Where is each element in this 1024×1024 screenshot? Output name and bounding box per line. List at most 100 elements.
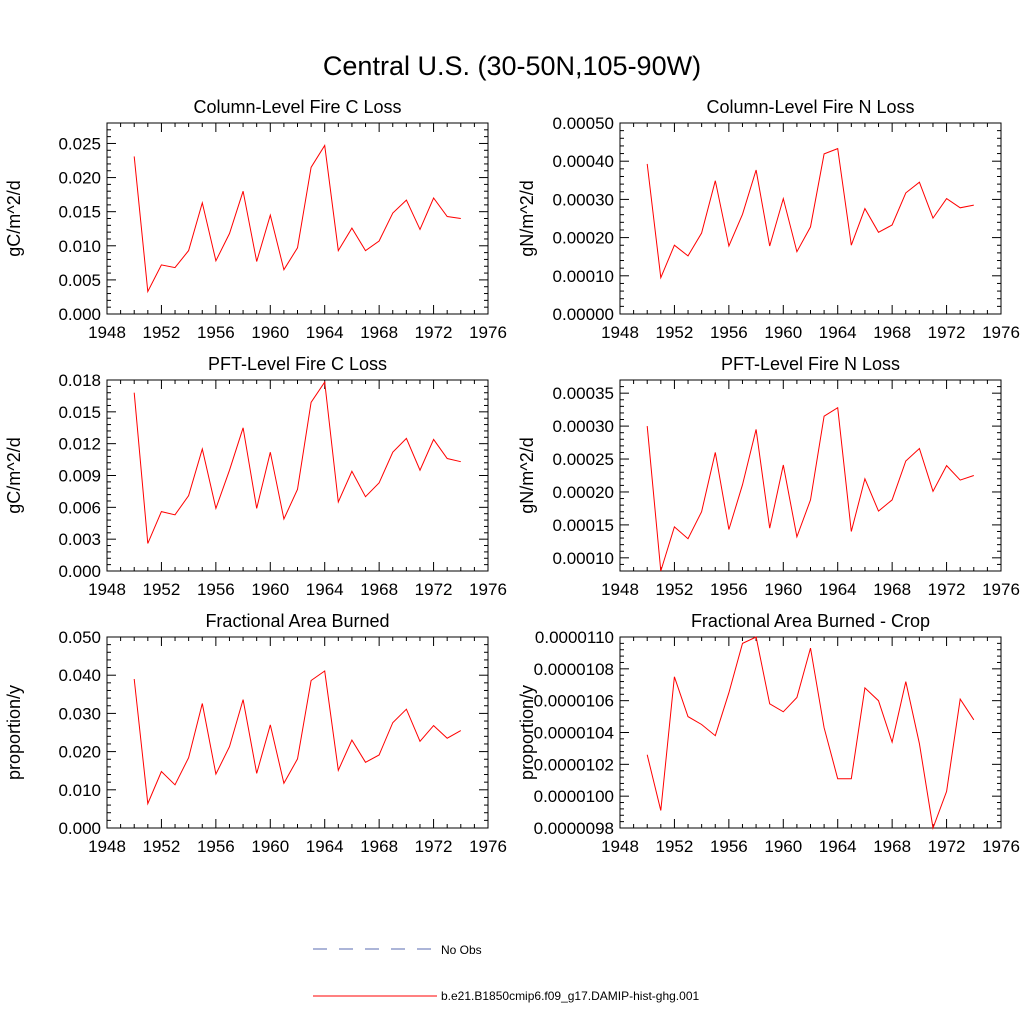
x-tick-label: 1952: [656, 323, 694, 342]
x-tick-label: 1964: [819, 580, 857, 599]
series-line: [133, 670, 462, 806]
x-tick-label: 1976: [469, 837, 507, 856]
y-tick-label: 0.00030: [553, 190, 614, 209]
y-tick-label: 0.0000102: [534, 755, 614, 774]
x-tick-label: 1956: [197, 323, 235, 342]
y-tick-label: 0.00010: [553, 549, 614, 568]
x-tick-label: 1960: [251, 837, 289, 856]
y-tick-label: 0.030: [58, 704, 101, 723]
y-tick-label: 0.0000110: [535, 628, 614, 647]
series-line: [133, 380, 461, 544]
x-tick-label: 1972: [928, 837, 966, 856]
y-tick-label: 0.0000106: [534, 692, 614, 711]
y-tick-label: 0.015: [58, 203, 101, 222]
x-tick-label: 1948: [88, 580, 126, 599]
x-tick-label: 1972: [415, 580, 453, 599]
y-axis-label: gN/m^2/d: [517, 180, 537, 256]
y-tick-label: 0.00020: [553, 229, 614, 248]
x-tick-label: 1960: [764, 580, 802, 599]
panel-title: Column-Level Fire N Loss: [706, 97, 914, 117]
x-tick-label: 1976: [982, 580, 1020, 599]
x-tick-label: 1952: [656, 580, 694, 599]
plot-frame: [106, 122, 489, 315]
y-tick-label: 0.00035: [553, 384, 614, 403]
x-tick-label: 1976: [469, 580, 507, 599]
y-tick-label: 0.009: [58, 467, 101, 486]
x-tick-label: 1968: [360, 323, 398, 342]
x-tick-label: 1956: [710, 323, 748, 342]
y-tick-label: 0.015: [58, 403, 101, 422]
x-tick-label: 1964: [306, 323, 344, 342]
x-tick-label: 1956: [710, 837, 748, 856]
y-tick-label: 0.000: [58, 305, 101, 324]
y-tick-label: 0.006: [58, 498, 101, 517]
y-axis-label: gC/m^2/d: [4, 437, 24, 513]
y-tick-label: 0.0000100: [534, 787, 614, 806]
x-tick-label: 1948: [601, 580, 639, 599]
legend: No Obs b.e21.B1850cmip6.f09_g17.DAMIP-hi…: [313, 943, 699, 1003]
y-axis-label: proportion/y: [517, 685, 537, 780]
y-tick-label: 0.010: [58, 781, 101, 800]
x-tick-label: 1968: [360, 580, 398, 599]
x-tick-label: 1952: [143, 580, 181, 599]
x-tick-label: 1968: [873, 323, 911, 342]
y-axis-label: gN/m^2/d: [517, 437, 537, 513]
series-line: [646, 636, 975, 830]
x-tick-label: 1964: [306, 580, 344, 599]
x-tick-label: 1948: [88, 323, 126, 342]
x-tick-label: 1948: [601, 837, 639, 856]
figure-title: Central U.S. (30-50N,105-90W): [323, 51, 701, 81]
panel-2: Column-Level Fire N Loss gN/m^2/d 1948 1952…: [517, 97, 1020, 342]
x-tick-label: 1976: [469, 323, 507, 342]
panel-title: Column-Level Fire C Loss: [193, 97, 401, 117]
series-line: [646, 147, 974, 280]
x-tick-label: 1948: [601, 323, 639, 342]
legend-obs-label: No Obs: [441, 943, 482, 957]
x-tick-label: 1976: [982, 837, 1020, 856]
x-tick-label: 1956: [197, 580, 235, 599]
y-axis-label: proportion/y: [4, 685, 24, 780]
x-tick-label: 1964: [819, 323, 857, 342]
x-tick-label: 1956: [710, 580, 748, 599]
y-tick-label: 0.012: [58, 435, 101, 454]
series-line: [133, 144, 461, 294]
y-tick-label: 0.00030: [553, 417, 614, 436]
y-tick-label: 0.00015: [553, 516, 614, 535]
x-tick-label: 1960: [251, 323, 289, 342]
plot-frame: [106, 636, 489, 829]
x-tick-label: 1968: [873, 837, 911, 856]
x-tick-label: 1968: [873, 580, 911, 599]
y-tick-label: 0.005: [58, 271, 101, 290]
x-tick-label: 1952: [143, 323, 181, 342]
y-tick-label: 0.025: [58, 134, 101, 153]
panel-5: Fractional Area Burned proportion/y 1948 19…: [4, 611, 507, 856]
y-tick-label: 0.003: [58, 530, 101, 549]
x-tick-label: 1960: [764, 837, 802, 856]
y-tick-label: 0.00025: [553, 450, 614, 469]
x-tick-label: 1952: [143, 837, 181, 856]
y-tick-label: 0.018: [58, 371, 101, 390]
x-tick-label: 1972: [415, 323, 453, 342]
panel-grid: Column-Level Fire C Loss gC/m^2/d 1948 1952…: [4, 97, 1020, 856]
x-tick-label: 1972: [415, 837, 453, 856]
panel-title: Fractional Area Burned: [205, 611, 389, 631]
y-tick-label: 0.020: [58, 169, 101, 188]
y-tick-label: 0.050: [58, 628, 101, 647]
panel-6: Fractional Area Burned - Crop proportion/…: [517, 611, 1020, 856]
y-tick-label: 0.010: [58, 237, 101, 256]
series-line: [646, 406, 974, 572]
y-tick-label: 0.0000098: [534, 819, 614, 838]
plot-frame: [619, 379, 1002, 572]
y-tick-label: 0.000: [58, 819, 101, 838]
y-tick-label: 0.000: [58, 562, 101, 581]
legend-series-label: b.e21.B1850cmip6.f09_g17.DAMIP-hist-ghg.…: [441, 989, 699, 1003]
x-tick-label: 1952: [656, 837, 694, 856]
y-tick-label: 0.020: [58, 743, 101, 762]
x-tick-label: 1972: [928, 580, 966, 599]
x-tick-label: 1960: [764, 323, 802, 342]
x-tick-label: 1964: [819, 837, 857, 856]
y-tick-label: 0.00040: [553, 152, 614, 171]
y-tick-label: 0.00050: [553, 114, 614, 133]
y-tick-label: 0.00000: [553, 305, 614, 324]
y-axis-label: gC/m^2/d: [4, 180, 24, 256]
